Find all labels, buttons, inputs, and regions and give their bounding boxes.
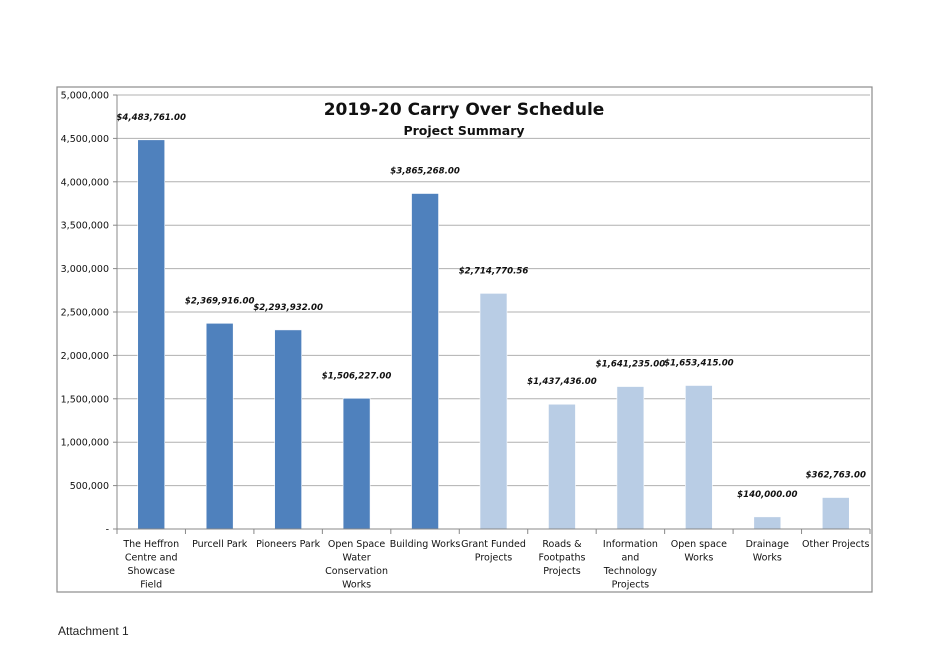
data-labels: $4,483,761.00 $2,369,916.00$2,293,932.00 $… xyxy=(116,113,866,500)
category-label: Purcell Park xyxy=(192,539,248,550)
category-label: Grant Funded Projects xyxy=(461,539,526,564)
bar xyxy=(548,403,576,530)
y-tick-label: 4,000,000 xyxy=(61,177,109,188)
attachment-label: Attachment 1 xyxy=(58,624,129,638)
bars xyxy=(137,139,850,530)
bar xyxy=(616,386,645,530)
y-axis-ticks: - 500,000 1,000,000 1,500,000 2,000,000 2,500… xyxy=(61,91,117,536)
chart-title: 2019-20 Carry Over Schedule xyxy=(324,100,605,120)
y-tick-label: 2,500,000 xyxy=(61,308,109,319)
bar xyxy=(342,397,371,530)
y-tick-label: 4,500,000 xyxy=(61,134,109,145)
data-label: $2,714,770.56 xyxy=(459,266,529,276)
data-label: $3,865,268.00 xyxy=(390,166,460,176)
chart-subtitle: Project Summary xyxy=(403,123,524,138)
data-label: $2,293,932.00 xyxy=(253,303,323,313)
y-tick-label: 5,000,000 xyxy=(61,91,109,102)
category-label: Building Works xyxy=(390,539,461,550)
y-tick-label: 3,000,000 xyxy=(61,264,109,275)
data-label: $362,763.00 xyxy=(806,471,866,481)
category-label: Other Projects xyxy=(802,539,869,550)
data-label: $1,437,436.00 xyxy=(527,377,597,387)
y-tick-label: 2,000,000 xyxy=(61,351,109,362)
y-tick-label: 3,500,000 xyxy=(61,221,109,232)
category-label: Drainage Works xyxy=(746,539,790,564)
y-tick-label: 500,000 xyxy=(70,481,109,492)
category-label: Information and Technology Projects xyxy=(603,539,658,591)
bar xyxy=(685,385,713,530)
data-label: $140,000.00 xyxy=(737,490,797,500)
category-label: Open space Works xyxy=(671,539,727,564)
data-label: $1,641,235.00 xyxy=(596,360,666,370)
chart-border xyxy=(56,86,873,593)
x-axis-ticks: The Heffron Centre and Showcase Field Purcel… xyxy=(116,529,871,591)
bar xyxy=(753,516,782,530)
category-label: Open Space Water Conservation Works xyxy=(325,539,388,591)
bar xyxy=(205,322,234,530)
y-tick-label: - xyxy=(106,525,109,536)
y-tick-label: 1,000,000 xyxy=(61,438,109,449)
y-tick-label: 1,500,000 xyxy=(61,394,109,405)
bar xyxy=(137,139,166,530)
category-label: Pioneers Park xyxy=(256,539,321,550)
bar xyxy=(411,193,439,530)
category-label: Roads & Footpaths Projects xyxy=(538,539,585,577)
data-label: $2,369,916.00 xyxy=(185,296,255,306)
bar xyxy=(479,293,508,530)
category-label: The Heffron Centre and Showcase Field xyxy=(122,539,179,591)
data-label: $4,483,761.00 xyxy=(116,113,186,123)
data-label: $1,506,227.00 xyxy=(322,371,392,381)
bar xyxy=(821,497,850,530)
bar xyxy=(274,329,302,530)
data-label: $1,653,415.00 xyxy=(664,358,734,368)
